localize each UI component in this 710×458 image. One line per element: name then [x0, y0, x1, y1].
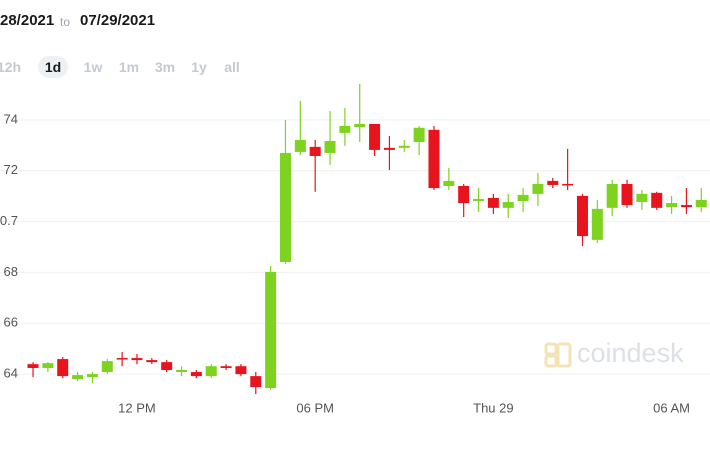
candle-body — [562, 183, 574, 186]
x-tick-label: 06 PM — [296, 400, 334, 415]
range-button[interactable]: 1w — [83, 59, 103, 75]
range-button[interactable]: all — [224, 59, 240, 75]
candle-body — [190, 372, 202, 377]
range-button[interactable]: 1m — [118, 59, 140, 75]
candle-body — [517, 194, 529, 201]
range-button[interactable]: 1d — [38, 56, 68, 78]
candle-body — [101, 361, 113, 373]
candle-body — [651, 192, 663, 208]
y-tick-label: 74 — [4, 111, 18, 126]
candle-body — [398, 145, 410, 148]
logo-part — [556, 342, 572, 368]
candle-body — [576, 195, 588, 237]
candle-body — [116, 358, 128, 360]
candle-body — [72, 375, 84, 380]
candle-body — [606, 183, 618, 208]
candle-body — [695, 199, 707, 208]
y-tick-label: 68 — [4, 264, 18, 279]
range-button[interactable]: 3m — [154, 59, 176, 75]
candle-body — [666, 203, 678, 208]
date-separator: to — [60, 15, 71, 29]
candle-body — [383, 147, 395, 150]
candle-body — [279, 152, 291, 262]
candle-body — [339, 126, 351, 133]
candle-body — [27, 364, 39, 368]
candle-body — [86, 374, 98, 378]
candle-body — [146, 360, 158, 363]
candle-body — [294, 139, 306, 152]
candle-body — [547, 180, 559, 185]
candle-body — [680, 205, 692, 208]
x-tick-label: 06 AM — [653, 400, 690, 415]
candle-body — [369, 123, 381, 150]
logo-part — [544, 354, 558, 368]
range-button[interactable]: 1y — [191, 59, 207, 75]
candle-body — [250, 376, 262, 388]
candle-body — [131, 358, 143, 361]
candle-body — [265, 271, 277, 389]
candle-body — [220, 366, 232, 368]
candle-body — [354, 123, 366, 128]
candle-body — [324, 141, 336, 153]
y-tick-label: 0.7 — [0, 213, 18, 228]
watermark: coindesk — [577, 338, 684, 368]
candle-body — [428, 129, 440, 189]
candle-body — [621, 183, 633, 206]
y-tick-label: 66 — [4, 315, 18, 330]
candle-body — [443, 180, 455, 186]
range-button[interactable]: 12h — [0, 59, 22, 75]
candle-body — [309, 146, 321, 156]
candle-body — [205, 366, 217, 377]
y-tick-label: 64 — [4, 366, 18, 381]
date-until: 07/29/2021 — [80, 12, 156, 29]
candle-body — [235, 366, 247, 375]
x-tick-label: 12 PM — [118, 400, 156, 415]
candle-body — [161, 362, 173, 371]
x-tick-label: Thu 29 — [473, 400, 513, 415]
candle-body — [532, 183, 544, 194]
candle-body — [591, 208, 603, 240]
candle-body — [57, 359, 69, 377]
candle-body — [42, 363, 54, 368]
candle-body — [413, 127, 425, 143]
candle-body — [636, 193, 648, 203]
candle-body — [473, 198, 485, 201]
y-tick-label: 72 — [4, 162, 18, 177]
candle-body — [176, 370, 188, 373]
candle-body — [458, 185, 470, 204]
date-from: 28/2021 — [0, 12, 55, 29]
candle-body — [502, 202, 514, 208]
candle-body — [487, 197, 499, 208]
logo-part — [544, 342, 558, 356]
watermark-logo — [544, 342, 572, 368]
